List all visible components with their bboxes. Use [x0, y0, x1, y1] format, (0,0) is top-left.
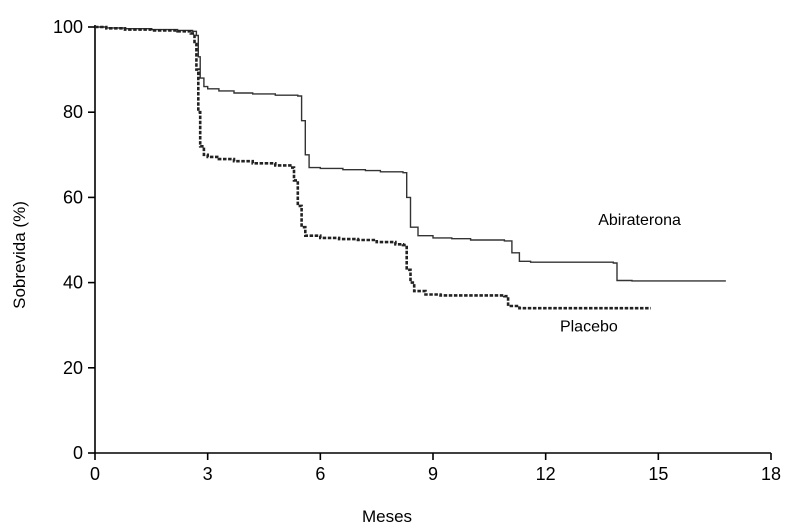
- series-line-placebo: [95, 25, 651, 310]
- x-tick-label: 18: [761, 464, 781, 484]
- series-layer: [95, 25, 726, 310]
- x-tick-label: 9: [428, 464, 438, 484]
- series-label-abiraterona: Abiraterona: [598, 212, 681, 229]
- y-tick-label: 80: [63, 102, 83, 122]
- x-tick-label: 0: [90, 464, 100, 484]
- x-tick-label: 12: [536, 464, 556, 484]
- y-axis-title: Sobrevida (%): [10, 201, 29, 309]
- x-axis-title: Meses: [362, 507, 412, 526]
- series-label-placebo: Placebo: [560, 319, 618, 336]
- series-line-abiraterona: [95, 26, 726, 282]
- y-tick-label: 40: [63, 273, 83, 293]
- x-tick-label: 15: [648, 464, 668, 484]
- y-tick-label: 100: [53, 17, 83, 37]
- x-tick-label: 6: [315, 464, 325, 484]
- y-tick-label: 20: [63, 358, 83, 378]
- x-tick-label: 3: [203, 464, 213, 484]
- y-tick-label: 60: [63, 187, 83, 207]
- y-tick-label: 0: [73, 443, 83, 463]
- axes: 0 3 6 9 12 15 18 0 20 40 60 80 100: [53, 17, 781, 484]
